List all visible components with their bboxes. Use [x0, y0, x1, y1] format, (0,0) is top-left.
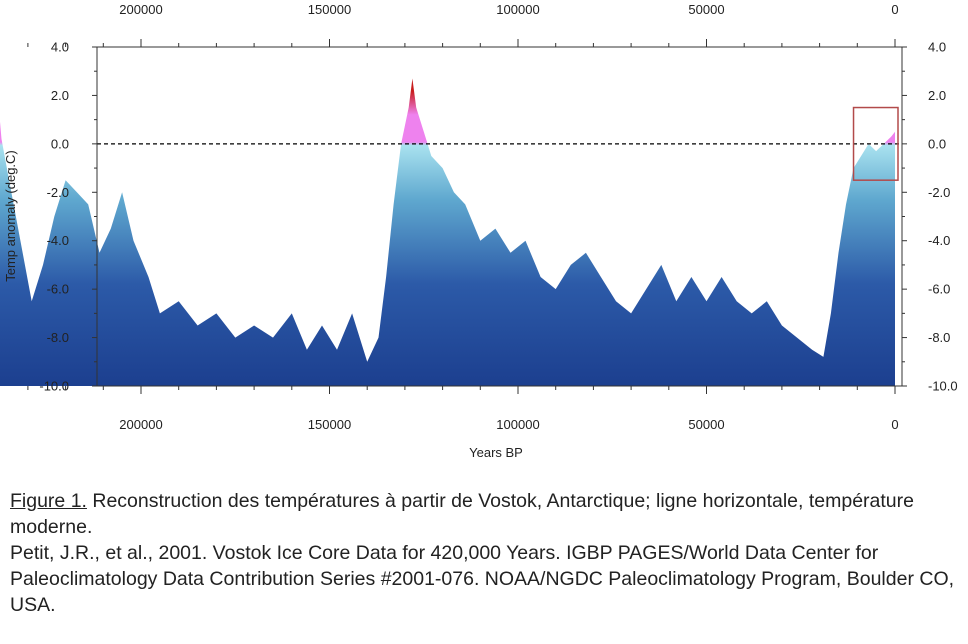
caption-description: Figure 1. Reconstruction des température… — [10, 488, 960, 540]
y-tick-label-right: -4.0 — [928, 233, 950, 248]
x-tick-label-bottom: 150000 — [308, 417, 351, 432]
temperature-area-0 — [0, 78, 895, 386]
figure-label: Figure 1. — [10, 490, 87, 512]
y-tick-label-left: 4.0 — [51, 40, 69, 55]
x-tick-label-top: 200000 — [119, 2, 162, 17]
y-tick-label-left: 0.0 — [51, 136, 69, 151]
y-axis-title: Temp anomaly (deg.C) — [3, 150, 18, 282]
holocene-highlight-box — [852, 106, 899, 181]
figure-caption: Figure 1. Reconstruction des température… — [10, 488, 960, 618]
y-tick-label-left: -8.0 — [47, 330, 69, 345]
y-axis-ticks: 4.0 4.0 2.0 2.0 0.0 0.0 -2.0 -2.0 -4.0 -4.0 -6.0 -6… — [39, 40, 957, 394]
temperature-series — [0, 78, 895, 386]
y-tick-label-left: -10.0 — [39, 379, 69, 394]
y-tick-label-right: 0.0 — [928, 136, 946, 151]
x-tick-label-bottom: 50000 — [688, 417, 724, 432]
y-tick-label-right: -6.0 — [928, 282, 950, 297]
y-tick-label-left: 2.0 — [51, 88, 69, 103]
x-tick-label-bottom: 100000 — [496, 417, 539, 432]
caption-citation: Petit, J.R., et al., 2001. Vostok Ice Co… — [10, 542, 955, 616]
y-tick-label-right: 2.0 — [928, 88, 946, 103]
vostok-temperature-chart: 4000004000003500003500003000003000002500… — [0, 2, 958, 460]
y-tick-label-right: 4.0 — [928, 40, 946, 55]
y-tick-label-left: -6.0 — [47, 282, 69, 297]
y-tick-label-right: -8.0 — [928, 330, 950, 345]
reference-line-layer — [97, 106, 902, 181]
x-tick-label-top: 50000 — [688, 2, 724, 17]
y-tick-label-left: -2.0 — [47, 185, 69, 200]
y-tick-label-right: -2.0 — [928, 185, 950, 200]
x-axis-title: Years BP — [469, 445, 523, 460]
caption-line-1: Reconstruction des températures à partir… — [10, 490, 914, 538]
x-tick-label-top: 0 — [891, 2, 898, 17]
x-tick-label-bottom: 0 — [891, 417, 898, 432]
x-tick-label-bottom: 200000 — [119, 417, 162, 432]
y-tick-label-right: -10.0 — [928, 379, 958, 394]
x-axis-ticks: 4000004000003500003500003000003000002500… — [27, 2, 899, 432]
x-tick-label-top: 150000 — [308, 2, 351, 17]
x-tick-label-top: 100000 — [496, 2, 539, 17]
y-tick-label-left: -4.0 — [47, 233, 69, 248]
